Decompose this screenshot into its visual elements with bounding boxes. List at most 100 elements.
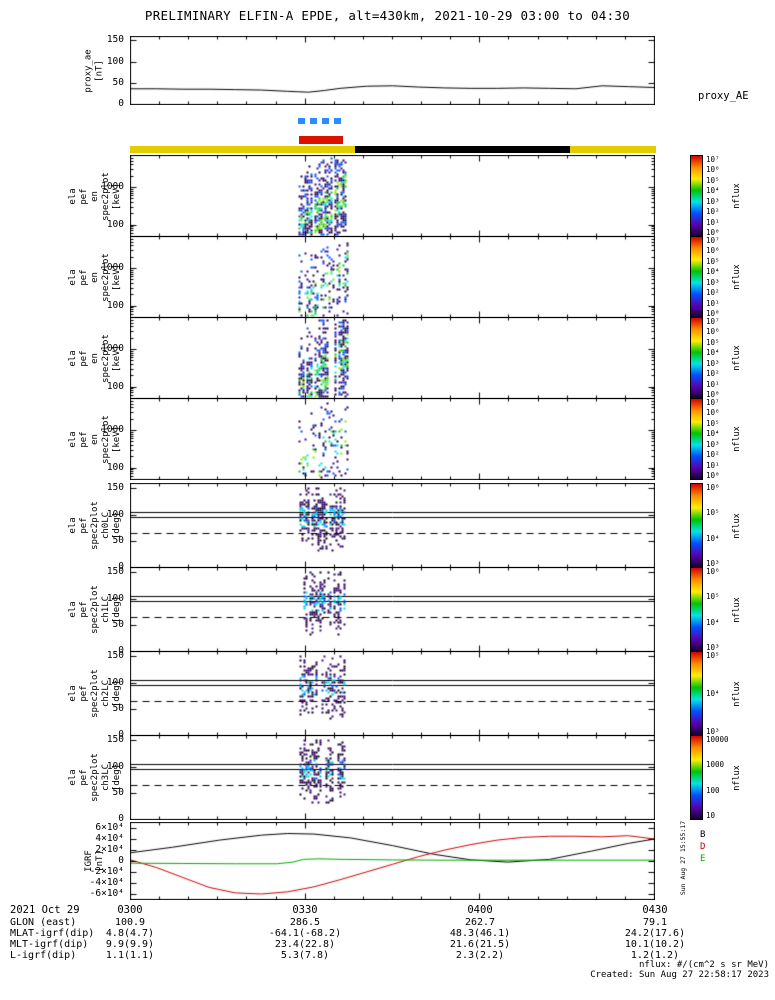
ylabel-en1: ela pef en spec2plot [keV] [64, 236, 126, 318]
ytick-label-ch3: 100 [106, 760, 124, 772]
colorbar-tick-en0: 10⁴ [706, 186, 720, 196]
ytick-label-igrf: 2×10⁴ [95, 843, 124, 855]
ytick-label-proxy: 0 [118, 98, 124, 109]
x-tick-label: 0400 [467, 904, 493, 916]
colorbar-title-text-en0: nflux [732, 183, 742, 209]
colorbar-tick-ch2: 10⁴ [706, 689, 720, 698]
footer-row-value: 48.3(46.1) [449, 928, 511, 939]
ytick-label-ch3: 0 [118, 813, 124, 824]
colorbar-ch3 [690, 735, 703, 820]
footer-row-label: GLON (east) [10, 917, 77, 928]
colorbar-tick-en0: 10⁵ [706, 175, 720, 185]
ytick-label-ch1: 100 [106, 592, 124, 604]
ylabel-ch3: ela pef spec2plot ch3LC [deg] [64, 735, 126, 820]
colorbar-tick-en2: 10¹ [706, 379, 720, 389]
page-title: PRELIMINARY ELFIN-A EPDE, alt=430km, 202… [144, 8, 631, 23]
footer-row-value: 23.4(22.8) [274, 939, 336, 950]
legend-label-B: B [700, 830, 706, 840]
panel-canvas-en1 [130, 236, 655, 318]
ylabel-en3: ela pef en spec2plot [keV] [64, 398, 126, 480]
colorbar-tick-en2: 10³ [706, 358, 720, 368]
ylabel-en2: ela pef en spec2plot [keV] [64, 317, 126, 399]
ytick-label-ch0: 50 [112, 534, 124, 546]
colorbar-en2 [690, 317, 703, 399]
ytick-label-ch0: 0 [118, 561, 124, 572]
colorbar-tick-en0: 10⁰ [706, 228, 720, 237]
colorbar-tick-en2: 10⁰ [706, 390, 720, 399]
colorbar-en0 [690, 155, 703, 237]
colorbar-tick-en3: 10⁰ [706, 471, 720, 480]
colorbar-tick-ch3: 10 [706, 811, 716, 820]
proxy-ae-right-label: proxy_AE [698, 90, 749, 102]
colorbar-ch0 [690, 483, 703, 568]
ylabel-igrf: IGRF [nT] [64, 822, 126, 900]
ytick-label-ch3: 50 [112, 786, 124, 798]
colorbar-tick-en0: 10³ [706, 196, 720, 206]
ytick-label-ch2: 100 [106, 676, 124, 688]
footer-row-value: 4.8(4.7) [105, 928, 155, 939]
colorbar-tick-en1: 10² [706, 288, 720, 298]
panel-canvas-igrf [130, 822, 655, 900]
colorbar-tick-en1: 10⁴ [706, 267, 720, 277]
colorbar-title-en2: nflux [730, 317, 744, 399]
ylabel-text-en1: ela pef en spec2plot [keV] [67, 252, 122, 302]
footer-row-value: -64.1(-68.2) [268, 928, 342, 939]
footer-row-value: 100.9 [114, 917, 146, 928]
colorbar-tick-en3: 10⁶ [706, 408, 720, 418]
ytick-label-proxy: 50 [112, 76, 124, 88]
colorbar-en1 [690, 236, 703, 318]
panel-canvas-en3 [130, 398, 655, 480]
ytick-label-ch0: 150 [106, 482, 124, 494]
colorbar-tick-en2: 10⁷ [706, 317, 720, 326]
colorbar-tick-en2: 10⁶ [706, 327, 720, 337]
colorbar-title-text-ch3: nflux [732, 764, 742, 791]
footer-row-value: 9.9(9.9) [105, 939, 155, 950]
panel-canvas-ch2 [130, 651, 655, 736]
ytick-label-igrf: 4×10⁴ [95, 832, 124, 844]
ytick-label-en3: 100 [106, 461, 124, 473]
colorbar-title-text-ch2: nflux [732, 680, 742, 707]
colorbar-tick-ch1: 10⁵ [706, 592, 720, 602]
ylabel-text-ch0: ela pef spec2plot ch0LC [deg] [67, 501, 122, 550]
colorbar-en3 [690, 398, 703, 480]
footer-row-value: 1.2(1.2) [630, 950, 680, 961]
colorbar-title-en1: nflux [730, 236, 744, 318]
colorbar-tick-en1: 10³ [706, 277, 720, 287]
colorbar-tick-en2: 10² [706, 369, 720, 379]
side-timestamp-text: Sun Aug 27 15:55:17 [679, 820, 688, 896]
colorbar-tick-en1: 10⁷ [706, 236, 720, 245]
flag-bar-solid [299, 136, 344, 144]
legend-label-D: D [700, 842, 706, 852]
colorbar-tick-en3: 10² [706, 450, 720, 460]
colorbar-tick-en3: 10⁷ [706, 398, 720, 407]
panel-canvas-ch0 [130, 483, 655, 568]
footer-row-value: 5.3(7.8) [280, 950, 330, 961]
colorbar-tick-en1: 10¹ [706, 298, 720, 308]
colorbar-tick-ch0: 10⁵ [706, 508, 720, 518]
ylabel-text-en3: ela pef en spec2plot [keV] [67, 414, 122, 464]
footer-row-value: 2.3(2.2) [455, 950, 505, 961]
ytick-label-en3: 1000 [101, 423, 124, 435]
status-band-segment-1 [355, 146, 571, 153]
colorbar-title-text-en1: nflux [732, 264, 742, 290]
colorbar-ch2 [690, 651, 703, 736]
footer-row-value: 21.6(21.5) [449, 939, 511, 950]
colorbar-title-ch3: nflux [730, 735, 744, 820]
flag-bar-dashed [298, 118, 347, 124]
ylabel-ch1: ela pef spec2plot ch1LC [deg] [64, 567, 126, 652]
colorbar-tick-en3: 10⁵ [706, 418, 720, 428]
created-note: Created: Sun Aug 27 22:58:17 2023 [590, 970, 769, 980]
ytick-label-en1: 100 [106, 299, 124, 311]
colorbar-tick-en0: 10⁷ [706, 155, 720, 164]
panel-canvas-ch3 [130, 735, 655, 820]
ytick-label-ch1: 50 [112, 618, 124, 630]
ytick-label-ch3: 150 [106, 734, 124, 746]
colorbar-tick-en1: 10⁶ [706, 246, 720, 256]
x-axis-date-label: 2021 Oct 29 [10, 904, 80, 916]
ytick-label-ch2: 0 [118, 729, 124, 740]
footer-row-value: 79.1 [642, 917, 668, 928]
panel-canvas-ch1 [130, 567, 655, 652]
colorbar-tick-ch2: 10⁵ [706, 651, 720, 660]
colorbar-title-text-ch1: nflux [732, 596, 742, 623]
ytick-label-en2: 100 [106, 380, 124, 392]
